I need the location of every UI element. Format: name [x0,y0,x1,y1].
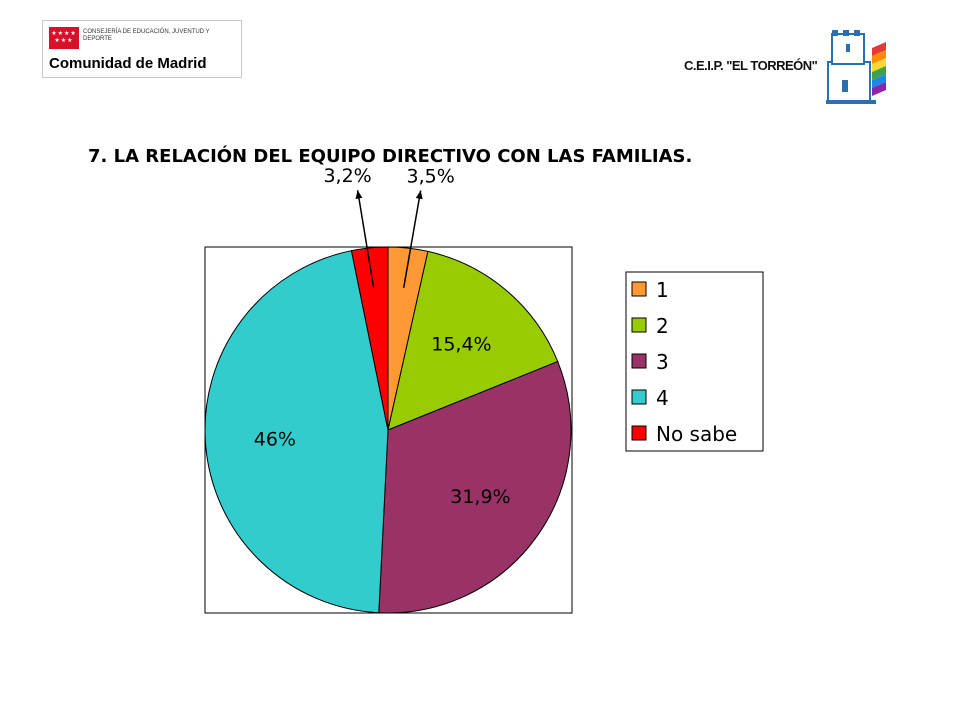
pie-slice-2 [387,250,559,431]
legend-swatch-4 [631,389,647,405]
legend-swatch-2 [631,317,647,333]
school-logo: C.E.I.P. "EL TORREÓN" [676,28,896,108]
legend-label-3: 3 [656,350,669,374]
slice-label-1: 3,5% [407,165,455,187]
legend-label-2: 2 [656,314,669,338]
legend-box [625,271,764,452]
legend-label-4: 4 [656,386,669,410]
slice-label-3: 31,9% [450,486,510,508]
slice-label-4: 46% [254,429,296,451]
legend-label-no-sabe: No sabe [656,422,737,446]
legend-swatch-1 [631,281,647,297]
leader-line-1 [402,190,422,288]
madrid-department-text: CONSEJERÍA DE EDUCACIÓN, JUVENTUD Y DEPO… [83,29,210,42]
leader-arrowhead-1 [415,190,423,200]
tower-icon [826,30,886,104]
legend-swatch-3 [631,353,647,369]
pie-slice-3 [378,360,572,614]
madrid-flag-icon: ★★★★ ★★★ [49,27,79,49]
legend-swatch-no-sabe [631,425,647,441]
leader-arrowhead-no-sabe [355,190,363,199]
pie-slice-4 [204,250,389,614]
slice-label-no-sabe: 3,2% [323,165,371,187]
madrid-name-text: Comunidad de Madrid [49,55,207,72]
chart-title: 7. LA RELACIÓN DEL EQUIPO DIRECTIVO CON … [88,146,693,167]
comunidad-madrid-logo: ★★★★ ★★★ CONSEJERÍA DE EDUCACIÓN, JUVENTU… [42,20,242,78]
school-name-text: C.E.I.P. "EL TORREÓN" [684,58,818,73]
pie-slice-no-sabe [350,246,389,431]
slice-label-2: 15,4% [431,333,491,355]
legend-label-1: 1 [656,278,669,302]
leader-line-no-sabe [356,190,375,288]
